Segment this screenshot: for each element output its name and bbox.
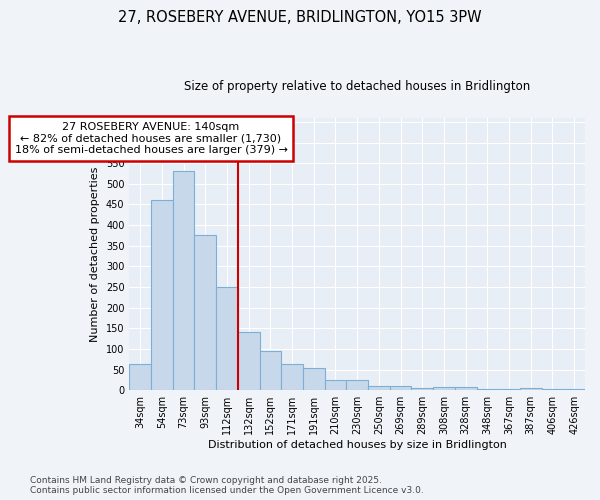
Bar (260, 351, 281, 390)
Bar (238, 332, 260, 390)
Bar (173, 172, 194, 390)
Title: Size of property relative to detached houses in Bridlington: Size of property relative to detached ho… (184, 80, 530, 93)
Bar (520, 388, 542, 390)
Bar (281, 364, 303, 390)
Text: 27 ROSEBERY AVENUE: 140sqm
← 82% of detached houses are smaller (1,730)
18% of s: 27 ROSEBERY AVENUE: 140sqm ← 82% of deta… (14, 122, 287, 155)
Text: Contains HM Land Registry data © Crown copyright and database right 2025.
Contai: Contains HM Land Registry data © Crown c… (30, 476, 424, 495)
Bar (303, 368, 325, 390)
Text: 27, ROSEBERY AVENUE, BRIDLINGTON, YO15 3PW: 27, ROSEBERY AVENUE, BRIDLINGTON, YO15 3… (118, 10, 482, 25)
Bar (412, 388, 433, 390)
Bar (455, 387, 476, 390)
Bar (476, 388, 498, 390)
Bar (216, 287, 238, 390)
Y-axis label: Number of detached properties: Number of detached properties (91, 166, 100, 342)
Bar (390, 386, 412, 390)
Bar (194, 236, 216, 390)
Bar (542, 388, 563, 390)
Bar (368, 386, 390, 390)
Bar (151, 200, 173, 390)
Bar (433, 388, 455, 390)
Bar (325, 380, 346, 390)
Bar (130, 364, 151, 390)
Bar (498, 388, 520, 390)
Bar (346, 380, 368, 390)
X-axis label: Distribution of detached houses by size in Bridlington: Distribution of detached houses by size … (208, 440, 506, 450)
Bar (563, 389, 585, 390)
